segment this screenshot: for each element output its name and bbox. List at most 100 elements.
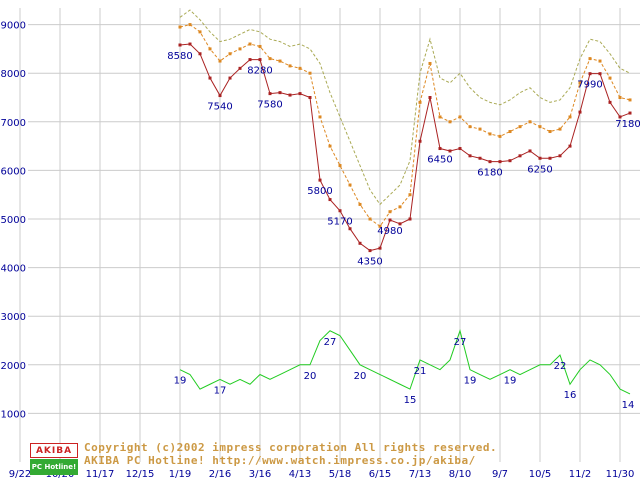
series-marker-lowest-price [498,160,502,164]
series-marker-average-price [588,57,592,61]
y-axis-tick-label: 1000 [1,409,26,420]
series-marker-average-price [548,130,552,134]
series-marker-average-price [468,125,472,129]
series-marker-average-price [328,144,332,148]
series-marker-lowest-price [338,209,342,213]
series-marker-lowest-price [588,72,592,76]
series-marker-lowest-price [428,96,432,99]
series-marker-average-price [608,76,612,80]
series-marker-lowest-price [298,92,302,96]
price-label: 5800 [307,186,332,197]
series-marker-average-price [598,59,602,63]
series-marker-average-price [538,125,542,129]
series-marker-lowest-price [478,156,482,160]
series-marker-average-price [578,81,582,85]
y-axis-tick-label: 8000 [1,69,26,80]
y-axis-tick-label: 5000 [1,215,26,226]
series-marker-lowest-price [408,217,412,221]
series-marker-lowest-price [228,76,232,80]
series-marker-average-price [178,25,182,29]
x-axis-tick-label: 5/18 [329,469,351,480]
x-axis-tick-label: 12/15 [126,469,155,480]
series-marker-lowest-price [628,111,632,115]
x-axis-tick-label: 11/17 [86,469,115,480]
series-marker-average-price [508,130,512,134]
x-axis-tick-label: 1/19 [169,469,191,480]
series-marker-average-price [338,164,342,168]
series-marker-average-price [628,98,632,102]
series-marker-average-price [398,205,402,209]
site-url[interactable]: http://www.watch.impress.co.jp/akiba/ [212,454,476,467]
price-label: 8580 [167,51,192,62]
series-marker-lowest-price [328,198,332,202]
series-marker-average-price [528,120,532,124]
series-marker-lowest-price [538,156,542,160]
series-marker-lowest-price [598,72,602,76]
series-marker-average-price [358,202,362,206]
count-label: 15 [404,395,417,406]
series-marker-lowest-price [208,76,212,80]
series-marker-average-price [308,71,312,75]
count-label: 27 [454,337,467,348]
x-axis-tick-label: 4/13 [289,469,311,480]
series-marker-average-price [568,115,572,119]
series-marker-lowest-price [438,147,442,151]
series-marker-lowest-price [188,42,192,46]
footer: AKIBA PC Hotline! Copyright (c)2002 impr… [0,441,640,480]
series-marker-average-price [268,57,272,61]
series-marker-lowest-price [308,96,312,99]
series-marker-lowest-price [288,93,292,97]
series-marker-average-price [348,183,352,187]
series-marker-lowest-price [528,149,532,153]
y-axis-tick-label: 3000 [1,312,26,323]
x-axis-tick-label: 3/16 [249,469,271,480]
price-label: 4980 [377,226,402,237]
series-marker-average-price [298,66,302,70]
count-label: 17 [214,385,227,396]
x-axis-tick-label: 7/13 [409,469,431,480]
series-marker-lowest-price [238,66,242,70]
copyright-line: Copyright (c)2002 impress corporation Al… [84,441,498,454]
count-label: 14 [622,400,635,411]
series-marker-lowest-price [558,154,562,158]
series-marker-average-price [498,134,502,138]
price-label: 6250 [527,164,552,175]
count-label: 19 [464,376,477,387]
x-axis-tick-label: 2/16 [209,469,231,480]
count-label: 19 [504,376,517,387]
series-marker-lowest-price [358,241,362,245]
series-marker-average-price [318,115,322,119]
price-label: 6180 [477,168,502,179]
series-marker-lowest-price [458,147,462,151]
series-marker-lowest-price [348,227,352,231]
x-axis-tick-label: 6/15 [369,469,391,480]
series-marker-average-price [238,47,242,51]
series-marker-lowest-price [578,110,582,114]
akiba-logo: AKIBA PC Hotline! [30,443,78,476]
series-marker-lowest-price [318,178,322,182]
series-line-lowest-price [179,43,631,252]
series-marker-lowest-price [418,139,422,143]
price-label: 5170 [327,217,352,228]
series-marker-average-price [518,125,522,129]
series-marker-average-price [478,127,482,131]
series-marker-lowest-price [378,246,382,250]
series-marker-lowest-price [618,115,622,119]
series-marker-average-price [258,44,262,48]
series-marker-average-price [438,115,442,119]
site-name: AKIBA PC Hotline! [84,454,206,467]
series-marker-lowest-price [518,154,522,158]
price-label: 4350 [357,257,382,268]
series-marker-lowest-price [468,154,472,158]
x-axis-tick-label: 11/30 [606,469,635,480]
site-line: AKIBA PC Hotline! http://www.watch.impre… [84,454,497,467]
series-marker-lowest-price [488,160,492,164]
series-marker-average-price [288,64,292,68]
series-marker-lowest-price [198,52,202,56]
series-line-average-price [179,24,631,227]
series-marker-lowest-price [448,149,452,153]
series-marker-lowest-price [268,92,272,96]
series-marker-average-price [208,47,212,51]
count-label: 16 [564,390,577,401]
